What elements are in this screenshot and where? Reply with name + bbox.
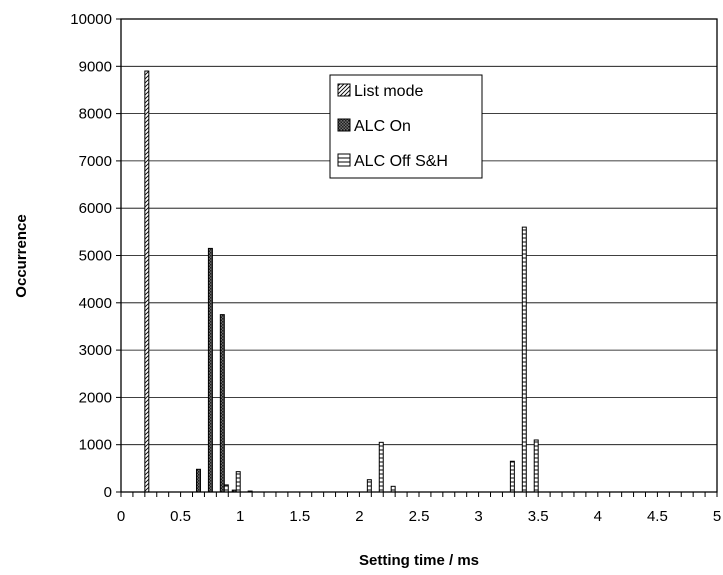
legend-swatch-alc-off-sh <box>337 153 351 167</box>
x-tick-label: 0.5 <box>170 508 191 525</box>
x-tick-label: 1 <box>236 508 244 525</box>
bar-crosshatch <box>219 314 225 493</box>
x-tick-label: 1.5 <box>289 508 310 525</box>
x-tick-label: 0 <box>117 508 125 525</box>
y-tick-label: 1000 <box>79 437 112 454</box>
y-tick-label: 6000 <box>79 200 112 217</box>
x-tick-label: 5 <box>713 508 721 525</box>
legend-swatch-list-mode <box>337 83 351 97</box>
y-tick-label: 3000 <box>79 342 112 359</box>
y-tick-label: 2000 <box>79 389 112 406</box>
bar-horizontal <box>521 226 527 493</box>
x-axis: 0 0.5 1 1.5 2 2.5 3 3.5 4 4.5 5 <box>117 492 721 525</box>
bar-horizontal <box>390 485 396 493</box>
bar-diagonal <box>144 70 150 493</box>
x-tick-label: 2 <box>355 508 363 525</box>
bar-horizontal <box>223 484 229 493</box>
legend-label-alc-off-sh: ALC Off S&H <box>354 153 448 170</box>
y-axis: 0 1000 2000 3000 4000 5000 6000 7000 8000 9000 100… <box>70 11 121 501</box>
legend-item-list-mode: List mode <box>337 83 423 100</box>
y-tick-label: 7000 <box>79 153 112 170</box>
y-axis-title: Occurrence <box>13 214 30 297</box>
legend-box <box>329 74 483 179</box>
legend-label-alc-on: ALC On <box>354 118 411 135</box>
bar-horizontal <box>533 439 539 493</box>
bar-horizontal <box>378 441 384 493</box>
legend: List mode ALC On ALC Off S&H <box>329 74 483 179</box>
bar-horizontal <box>366 479 372 493</box>
x-tick-label: 4 <box>594 508 602 525</box>
y-tick-label: 4000 <box>79 295 112 312</box>
bar-horizontal <box>509 460 515 493</box>
y-tick-label: 9000 <box>79 58 112 75</box>
x-axis-title: Setting time / ms <box>359 552 479 569</box>
legend-item-alc-on: ALC On <box>337 118 411 135</box>
x-tick-label: 4.5 <box>647 508 668 525</box>
legend-item-alc-off-sh: ALC Off S&H <box>337 153 448 170</box>
legend-swatch-alc-on <box>337 118 351 132</box>
x-tick-label: 3 <box>474 508 482 525</box>
y-tick-label: 0 <box>104 484 112 501</box>
legend-label-list-mode: List mode <box>354 83 423 100</box>
bar-crosshatch <box>207 247 213 493</box>
bar-horizontal <box>235 471 241 493</box>
x-tick-label: 2.5 <box>409 508 430 525</box>
y-tick-label: 5000 <box>79 248 112 265</box>
x-tick-label: 3.5 <box>528 508 549 525</box>
y-tick-label: 8000 <box>79 106 112 123</box>
y-tick-label: 10000 <box>70 11 112 28</box>
bar-crosshatch <box>195 468 201 493</box>
